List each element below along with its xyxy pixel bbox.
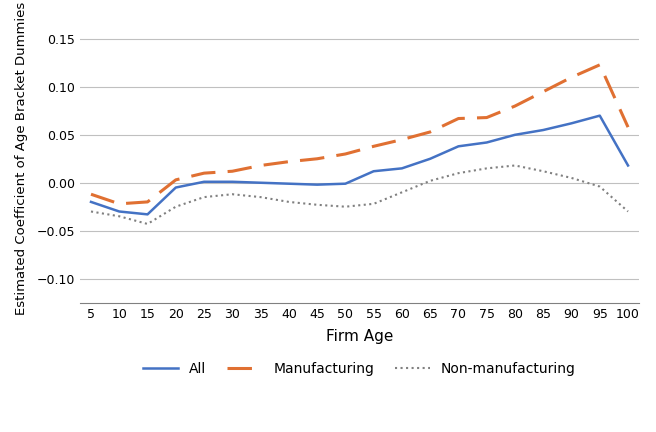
X-axis label: Firm Age: Firm Age [326,330,393,344]
Legend: All, Manufacturing, Non-manufacturing: All, Manufacturing, Non-manufacturing [138,357,581,382]
Y-axis label: Estimated Coefficient of Age Bracket Dummies: Estimated Coefficient of Age Bracket Dum… [15,2,28,315]
